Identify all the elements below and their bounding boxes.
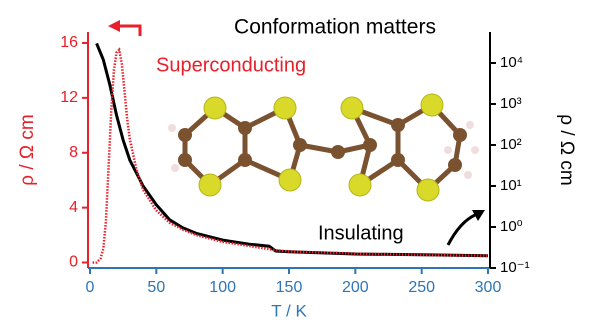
annotation: Insulating [318, 222, 404, 244]
y-tick-label: 0 [69, 254, 78, 271]
y-tick-label: 4 [69, 199, 78, 216]
y2-tick-label: 10⁰ [500, 218, 523, 235]
molecule-illustration [168, 94, 479, 201]
x-tick-label: 250 [408, 279, 435, 296]
y2-tick-label: 10⁻¹ [500, 259, 530, 276]
y2-tick-label: 10¹ [500, 177, 522, 194]
chart-title: Conformation matters [234, 16, 436, 39]
x-tick-label: 50 [147, 279, 165, 296]
x-tick-label: 200 [342, 279, 369, 296]
y-axis-label: ρ / Ω cm [17, 114, 38, 185]
arrow [118, 26, 140, 36]
y-tick-label: 16 [60, 34, 78, 51]
y2-axis-label: ρ / Ω cm [556, 114, 577, 185]
x-axis-label: T / K [271, 301, 307, 320]
arrow [448, 215, 475, 245]
y2-tick-label: 10² [500, 136, 522, 153]
x-tick-label: 150 [276, 279, 303, 296]
y-tick-label: 8 [69, 144, 78, 161]
arrow-head [108, 20, 120, 32]
x-tick-label: 300 [475, 279, 502, 296]
y2-tick-label: 10⁴ [500, 54, 523, 71]
y-tick-label: 12 [60, 89, 78, 106]
y2-tick-label: 10³ [500, 95, 522, 112]
chart: Conformation matters Superconducting Ins… [0, 0, 590, 331]
x-tick-label: 0 [86, 279, 95, 296]
x-tick-label: 100 [209, 279, 236, 296]
annotation: Superconducting [156, 54, 306, 76]
data-line [93, 50, 488, 263]
